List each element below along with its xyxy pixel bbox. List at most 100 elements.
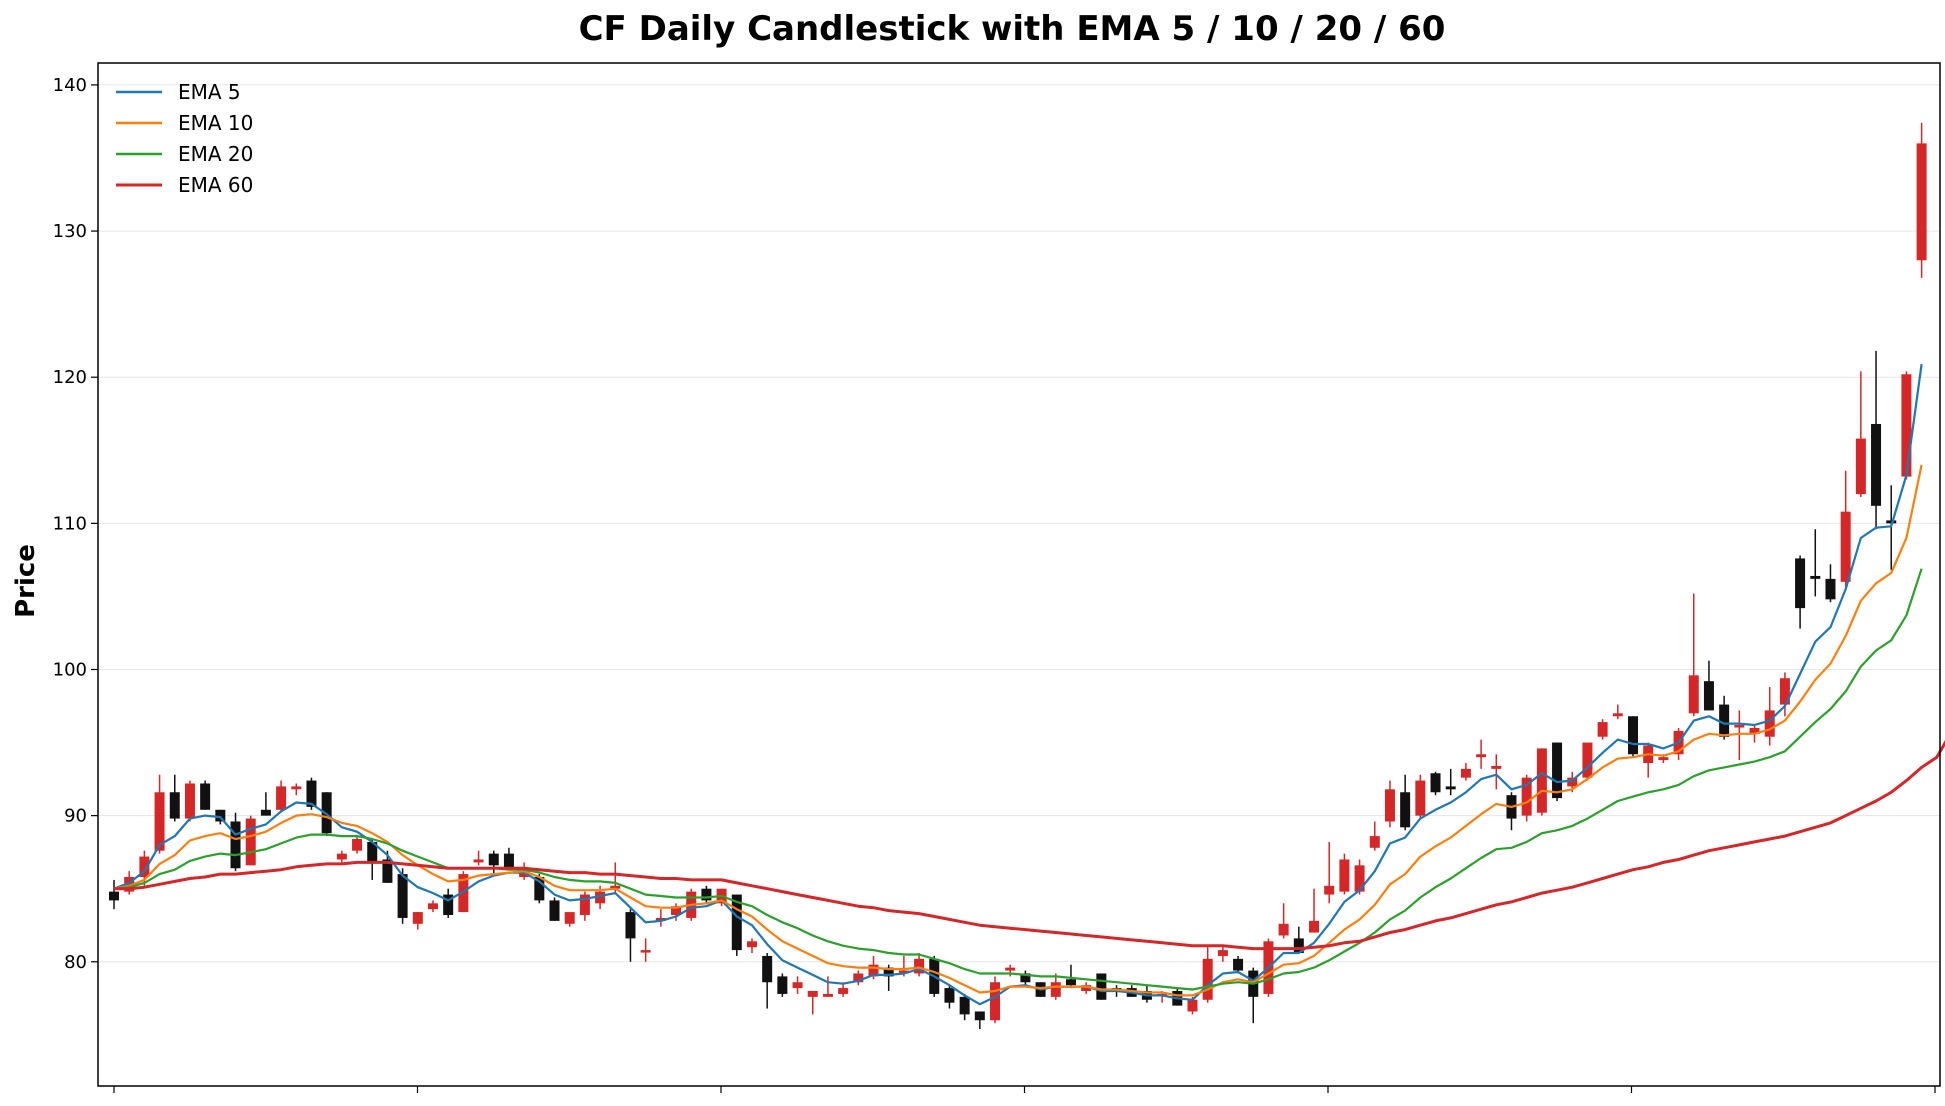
candle	[473, 850, 484, 866]
candle-body	[1081, 985, 1092, 992]
candle	[1536, 748, 1547, 816]
candle-body	[139, 856, 150, 878]
candle	[1916, 122, 1927, 278]
legend-item: EMA 10	[116, 111, 253, 135]
candle	[488, 850, 499, 875]
candle-body	[898, 970, 909, 974]
candle	[1810, 529, 1821, 597]
candle-body	[914, 958, 925, 974]
candle-body	[200, 783, 211, 810]
candle	[200, 780, 211, 810]
candle	[1202, 947, 1213, 1003]
candle-body	[154, 792, 165, 851]
y-tick-label: 140	[53, 75, 87, 96]
candle-body	[1005, 967, 1016, 971]
ema-line-60	[114, 740, 1945, 951]
candle	[914, 953, 925, 977]
candle	[671, 903, 682, 921]
candle	[169, 774, 180, 822]
candle-body	[838, 988, 849, 994]
legend-item: EMA 20	[116, 142, 253, 166]
candle	[1840, 470, 1851, 588]
candle	[1217, 947, 1228, 962]
y-tick-label: 110	[53, 513, 87, 534]
candle	[1719, 695, 1730, 740]
candle	[549, 897, 560, 921]
candle-body	[1065, 979, 1076, 986]
candle	[974, 1011, 985, 1030]
candle-body	[1400, 792, 1411, 828]
candle	[959, 993, 970, 1021]
candle-body	[215, 809, 226, 822]
candle	[640, 938, 651, 962]
candle-body	[974, 1011, 985, 1021]
candle	[1248, 967, 1259, 1024]
y-tick-label: 120	[53, 367, 87, 388]
legend-label: EMA 5	[178, 80, 241, 104]
candle	[1445, 768, 1456, 796]
candle-body	[1810, 575, 1821, 579]
candle	[1506, 792, 1517, 831]
candle-body	[1779, 678, 1790, 705]
legend-item: EMA 60	[116, 173, 253, 197]
candle	[579, 891, 590, 921]
plot-frame	[97, 62, 1941, 1087]
candle-body	[1309, 920, 1320, 933]
candle-body	[1384, 789, 1395, 822]
candle-body	[1521, 777, 1532, 816]
candle-body	[1840, 511, 1851, 582]
candle-body	[1369, 836, 1380, 848]
candle	[1643, 742, 1654, 778]
candle	[762, 953, 773, 1009]
candle-body	[1567, 777, 1578, 787]
candle	[1795, 555, 1806, 629]
candle-body	[1278, 923, 1289, 936]
candle-body	[1764, 710, 1775, 737]
candle-body	[1460, 768, 1471, 778]
candle	[1521, 774, 1532, 822]
ema-line-20	[113, 568, 1923, 991]
candle	[154, 774, 165, 854]
candle-body	[1916, 143, 1927, 261]
candle	[291, 783, 302, 796]
candle	[534, 874, 545, 904]
candle	[1734, 710, 1745, 761]
candle-body	[1795, 558, 1806, 609]
candle	[1612, 704, 1623, 720]
candle	[655, 909, 666, 927]
candle-body	[1658, 757, 1669, 761]
candle-body	[1476, 754, 1487, 758]
candle-body	[1233, 958, 1244, 971]
candle	[1020, 970, 1031, 986]
candle-body	[1445, 786, 1456, 790]
candle-body	[352, 839, 363, 851]
candle-body	[990, 982, 1001, 1021]
candle-body	[1734, 725, 1745, 728]
candle-body	[1096, 973, 1107, 1000]
candle-body	[1825, 578, 1836, 600]
candle	[1233, 955, 1244, 974]
candle	[625, 909, 636, 962]
candle	[1415, 774, 1426, 819]
candle	[1871, 350, 1882, 530]
candle	[1597, 719, 1608, 740]
candle-body	[1293, 938, 1304, 954]
candle	[397, 868, 408, 924]
candle	[1369, 821, 1380, 851]
candle	[245, 815, 256, 866]
candle-body	[640, 950, 651, 953]
candle	[260, 792, 271, 816]
candle	[853, 970, 864, 986]
candle	[1430, 771, 1441, 796]
x-axis-ticks	[113, 1086, 1936, 1093]
candle-body	[655, 917, 666, 921]
candle-body	[807, 991, 818, 997]
candle	[352, 836, 363, 854]
candle-body	[124, 877, 135, 892]
candle	[503, 847, 514, 869]
ema-line-5	[113, 363, 1923, 1006]
candle	[1886, 485, 1897, 571]
candle	[1688, 593, 1699, 717]
candle-body	[595, 891, 606, 904]
